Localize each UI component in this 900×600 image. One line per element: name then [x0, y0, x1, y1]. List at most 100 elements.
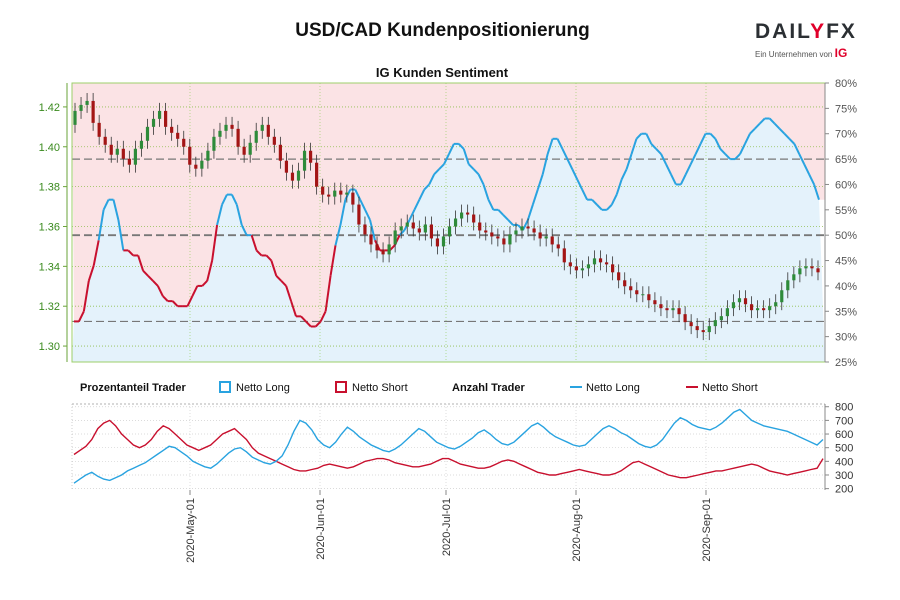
sentiment-line-segment	[230, 194, 238, 206]
sentiment-line-segment	[467, 163, 475, 170]
candle-body	[145, 126, 150, 141]
candle-body	[780, 290, 784, 303]
candle-body	[170, 126, 174, 133]
candle-body	[502, 238, 506, 245]
sentiment-line-segment	[744, 133, 751, 145]
left-axis-label: 1.42	[39, 102, 60, 114]
sentiment-line-segment	[171, 300, 179, 307]
candle-body	[345, 192, 349, 195]
sentiment-line-segment	[117, 219, 125, 251]
sentiment-line-segment	[719, 148, 726, 155]
candle-body	[508, 234, 512, 245]
right-axis-label: 45%	[835, 256, 857, 268]
sentiment-line-segment	[699, 133, 707, 145]
right-axis-label: 50%	[835, 230, 857, 242]
sentiment-line-segment	[778, 127, 786, 135]
candle-body	[405, 222, 409, 227]
candle-body	[387, 244, 391, 255]
candle-body	[520, 226, 524, 231]
candle-body	[719, 316, 723, 321]
sentiment-line-segment	[507, 219, 514, 226]
candle-body	[321, 186, 325, 195]
candle-body	[278, 144, 282, 161]
sentiment-line-segment	[201, 280, 208, 287]
sentiment-line-segment	[808, 173, 815, 185]
candle-body	[176, 132, 180, 139]
sentiment-line-segment	[714, 138, 722, 150]
count-axis-label: 500	[835, 443, 853, 455]
legend-pct-long-swatch	[219, 381, 231, 393]
sentiment-line-segment	[324, 275, 332, 312]
candle-body	[369, 234, 373, 245]
sentiment-line-segment	[127, 249, 134, 257]
sentiment-line-segment	[630, 138, 638, 155]
sentiment-line-segment	[221, 194, 228, 206]
candle-body	[743, 298, 748, 305]
left-axis-label: 1.32	[39, 301, 60, 313]
candle-body	[695, 326, 699, 331]
candle-body	[308, 150, 313, 163]
sentiment-line-segment	[803, 163, 811, 175]
sentiment-line-segment	[102, 199, 110, 211]
candle-body	[447, 226, 452, 237]
candle-body	[339, 190, 343, 195]
left-axis-label: 1.36	[39, 221, 60, 233]
candle-body	[574, 266, 578, 271]
sentiment-line-segment	[142, 269, 149, 277]
sentiment-line-segment	[576, 178, 584, 190]
right-axis-label: 65%	[835, 154, 857, 166]
right-axis-label: 80%	[835, 78, 857, 90]
sentiment-line-segment	[556, 138, 564, 150]
candle-body	[707, 326, 711, 333]
sentiment-line-segment	[759, 117, 766, 125]
left-axis-label: 1.40	[39, 142, 60, 154]
candle-body	[526, 226, 530, 229]
candle-body	[85, 100, 89, 105]
candle-body	[635, 290, 639, 295]
sentiment-line-segment	[670, 173, 677, 185]
candle-body	[544, 236, 548, 239]
sentiment-line-segment	[359, 199, 366, 211]
candle-body	[91, 100, 95, 123]
candle-body	[188, 146, 192, 165]
logo-wordmark: DAILYFX	[755, 20, 857, 43]
candle-body	[725, 308, 729, 317]
candle-body	[399, 226, 403, 231]
sentiment-line-segment	[270, 260, 278, 277]
candle-body	[182, 138, 186, 147]
right-axis-label: 70%	[835, 129, 857, 141]
sentiment-line-segment	[522, 219, 529, 231]
candle-body	[375, 244, 379, 251]
candle-body	[798, 268, 802, 275]
sentiment-line-segment	[78, 310, 85, 322]
candle-body	[393, 230, 397, 245]
legend-pct-short-swatch	[335, 381, 347, 393]
candle-body	[218, 130, 222, 137]
candle-body	[749, 304, 754, 311]
net-long-count-line	[73, 408, 824, 484]
sentiment-line-segment	[329, 245, 337, 276]
chart-title: IG Kunden Sentiment	[376, 65, 509, 80]
candle-body	[496, 236, 500, 239]
sentiment-line-segment	[734, 153, 741, 160]
candle-body	[514, 230, 518, 235]
candle-body	[659, 304, 663, 309]
sentiment-line-segment	[147, 275, 154, 282]
logo-subtitle: Ein Unternehmen von IG	[755, 46, 848, 60]
sentiment-line-segment	[610, 194, 618, 206]
dailyfx-logo: DAILYFX Ein Unternehmen von IG	[755, 20, 870, 60]
candle-body	[816, 268, 820, 273]
candle-body	[363, 224, 367, 235]
sentiment-line-segment	[625, 153, 633, 170]
candle-body	[665, 308, 669, 311]
sentiment-line-segment	[112, 199, 120, 221]
candle-body	[224, 124, 228, 131]
right-axis-label: 40%	[835, 281, 857, 293]
candle-body	[568, 262, 572, 267]
candle-body	[73, 110, 77, 125]
sentiment-line-segment	[561, 148, 569, 160]
sentiment-line-segment	[739, 143, 746, 155]
sentiment-line-segment	[240, 224, 248, 236]
candle-body	[586, 264, 591, 269]
candle-body	[629, 286, 633, 291]
